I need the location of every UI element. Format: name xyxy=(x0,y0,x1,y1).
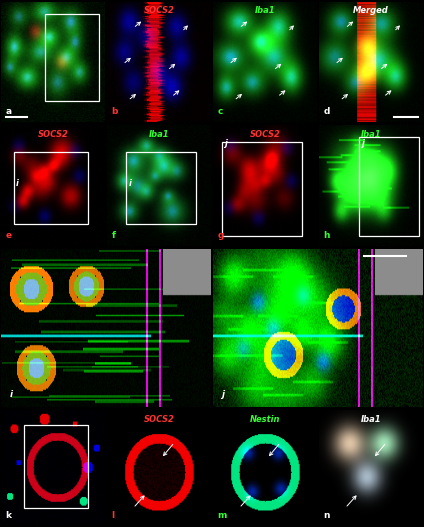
Text: i: i xyxy=(128,179,131,188)
Bar xyxy=(45,14,98,101)
Text: e: e xyxy=(6,231,11,240)
Text: Iba1: Iba1 xyxy=(255,6,275,15)
Text: SOCS2: SOCS2 xyxy=(38,130,68,139)
Text: m: m xyxy=(218,511,227,520)
Text: j: j xyxy=(222,390,225,399)
Text: c: c xyxy=(218,107,223,116)
Text: Iba1: Iba1 xyxy=(361,415,381,424)
Bar xyxy=(14,152,88,225)
Text: b: b xyxy=(112,107,118,116)
Bar xyxy=(222,142,302,237)
Text: Nestin: Nestin xyxy=(250,415,280,424)
Text: d: d xyxy=(324,107,330,116)
Text: f: f xyxy=(112,231,115,240)
Text: n: n xyxy=(324,511,330,520)
Bar xyxy=(126,152,196,225)
Text: a: a xyxy=(6,107,11,116)
Text: j: j xyxy=(224,139,227,148)
Text: Merged: Merged xyxy=(353,6,389,15)
Text: SOCS2: SOCS2 xyxy=(250,130,280,139)
Text: Iba1: Iba1 xyxy=(361,130,381,139)
Text: SOCS2: SOCS2 xyxy=(144,415,174,424)
Text: j: j xyxy=(361,139,364,148)
Bar xyxy=(24,425,88,508)
Text: SOCS2: SOCS2 xyxy=(144,6,174,15)
Text: h: h xyxy=(324,231,330,240)
Text: i: i xyxy=(10,390,13,399)
Text: i: i xyxy=(15,179,18,188)
Bar xyxy=(359,138,418,237)
Text: k: k xyxy=(6,511,11,520)
Text: Iba1: Iba1 xyxy=(149,130,169,139)
Text: l: l xyxy=(112,511,114,520)
Text: g: g xyxy=(218,231,224,240)
